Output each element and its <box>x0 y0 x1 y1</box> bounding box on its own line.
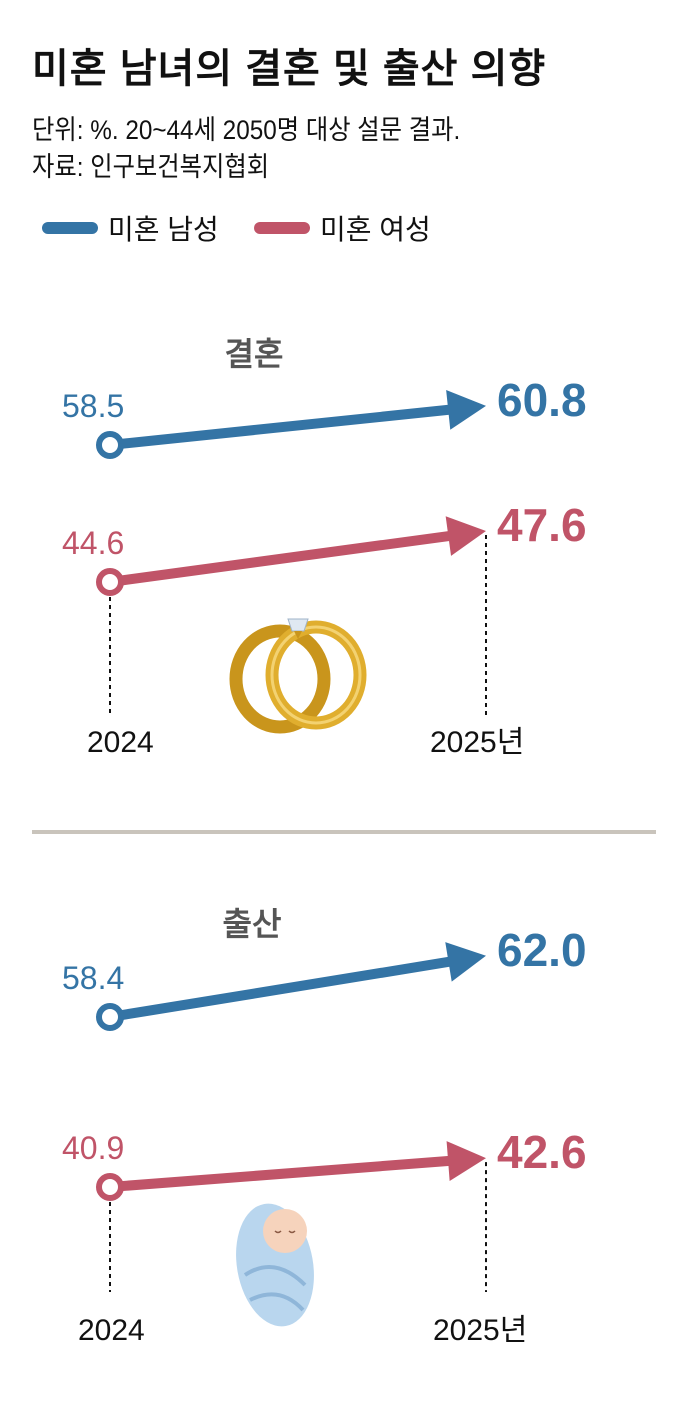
legend-swatch-male <box>42 222 98 234</box>
arrow-head-female <box>445 516 486 556</box>
section-title-marriage: 결혼 <box>225 336 284 372</box>
source-note: 자료: 인구보건복지협회 <box>32 152 270 182</box>
arrow-head-female <box>446 1141 486 1181</box>
trend-line-male <box>109 404 457 450</box>
start-point-male <box>96 431 124 459</box>
x-tick-2024: 2024 <box>87 726 154 759</box>
x-tick-2025: 2025년 <box>433 1314 527 1347</box>
legend-swatch-female <box>254 222 310 234</box>
swaddled-baby-icon <box>236 1203 314 1327</box>
arrow-head-male <box>446 389 486 430</box>
section-title-birth: 출산 <box>223 906 282 942</box>
value-2024-male: 58.4 <box>62 960 124 996</box>
wedding-rings-icon <box>229 618 367 734</box>
value-2024-male: 58.5 <box>62 388 124 424</box>
arrow-head-male <box>445 942 486 982</box>
start-point-female <box>96 1173 124 1201</box>
x-tick-2025: 2025년 <box>430 726 524 759</box>
value-2025-female: 42.6 <box>497 1126 587 1178</box>
trend-line-female <box>109 530 457 587</box>
value-2024-female: 40.9 <box>62 1130 124 1166</box>
value-2025-male: 62.0 <box>497 924 587 976</box>
trend-line-male <box>109 955 458 1022</box>
unit-note: 단위: %. 20~44세 2050명 대상 설문 결과. <box>32 115 461 145</box>
trend-line-female <box>109 1155 457 1192</box>
start-point-female <box>96 568 124 596</box>
legend-item-female: 미혼 여성 <box>254 208 431 248</box>
value-2025-male: 60.8 <box>497 374 587 426</box>
x-tick-2024: 2024 <box>78 1314 145 1347</box>
legend-label-female: 미혼 여성 <box>320 214 431 245</box>
value-2025-female: 47.6 <box>497 499 587 551</box>
start-point-male <box>96 1003 124 1031</box>
legend-label-male: 미혼 남성 <box>108 214 219 245</box>
chart-title: 미혼 남녀의 결혼 및 출산 의향 <box>32 47 547 91</box>
value-2024-female: 44.6 <box>62 525 124 561</box>
legend-item-male: 미혼 남성 <box>42 208 219 248</box>
